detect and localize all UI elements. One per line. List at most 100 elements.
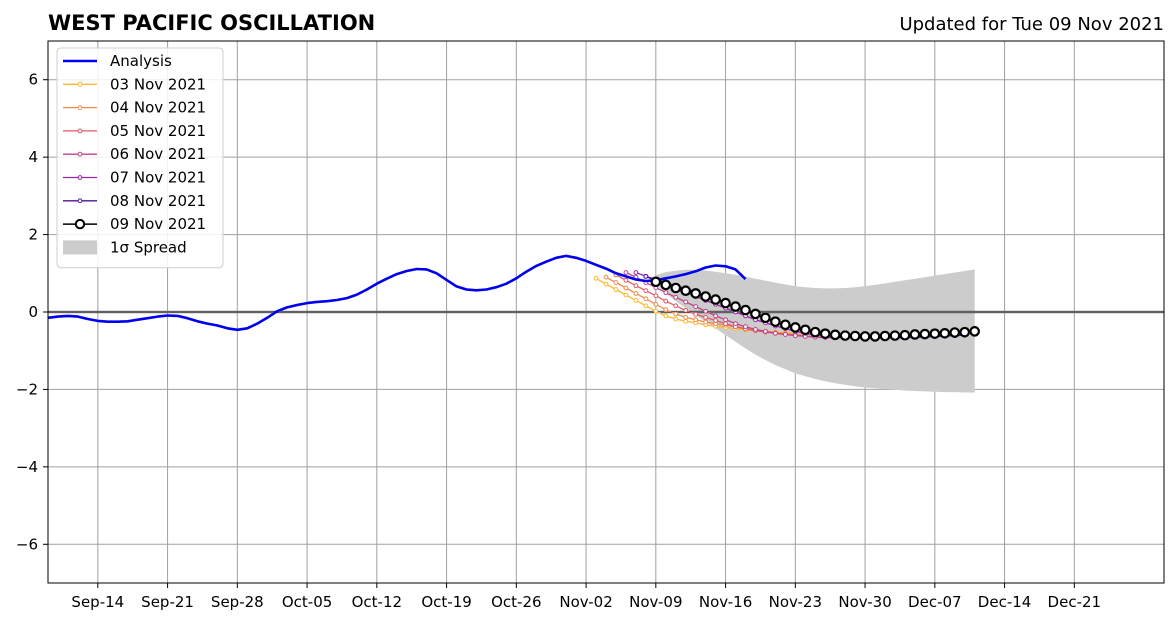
forecast-point xyxy=(723,321,728,327)
x-tick-label: Sep-14 xyxy=(71,593,124,611)
forecast-point xyxy=(613,280,619,285)
y-tick-label: −4 xyxy=(16,458,38,476)
forecast-point xyxy=(623,277,629,283)
forecast-point xyxy=(653,301,659,307)
y-tick-label: 4 xyxy=(28,148,38,166)
legend-label: 07 Nov 2021 xyxy=(110,169,206,187)
x-tick-label: Oct-19 xyxy=(421,593,471,611)
legend-entry: 05 Nov 2021 xyxy=(63,122,206,140)
y-tick-label: 6 xyxy=(28,71,38,89)
axes: Sep-14 Sep-21 Sep-28 Oct-05 Oct-12 Oct-19 Oct-… xyxy=(16,71,1101,611)
legend-entry: 04 Nov 2021 xyxy=(63,99,206,117)
legend-label: 09 Nov 2021 xyxy=(110,215,206,233)
latest-forecast-point xyxy=(899,329,911,341)
forecast-point xyxy=(643,273,649,279)
forecast-point xyxy=(603,274,609,280)
latest-forecast-point xyxy=(750,308,761,320)
legend-label: 05 Nov 2021 xyxy=(110,122,206,140)
forecast-point xyxy=(693,304,699,309)
legend-label: 03 Nov 2021 xyxy=(110,75,206,93)
forecast-point xyxy=(613,287,619,292)
latest-forecast-point xyxy=(660,279,672,291)
forecast-point xyxy=(633,291,639,296)
latest-forecast-point xyxy=(740,304,751,316)
legend-marker xyxy=(74,218,86,230)
forecast-point xyxy=(713,318,719,323)
legend-label: Analysis xyxy=(110,52,172,70)
forecast-point xyxy=(633,297,639,303)
forecast-point xyxy=(633,283,639,289)
chart-title: WEST PACIFIC OSCILLATION xyxy=(48,11,375,35)
legend-entry: 08 Nov 2021 xyxy=(63,192,206,210)
forecast-point xyxy=(683,318,689,324)
latest-forecast-point xyxy=(849,330,861,342)
latest-forecast-point xyxy=(879,330,891,342)
legend-label: 1σ Spread xyxy=(110,238,187,256)
forecast-point xyxy=(703,319,709,325)
latest-forecast-point xyxy=(869,331,881,342)
latest-forecast-point xyxy=(700,291,711,302)
forecast-point xyxy=(733,321,738,327)
latest-forecast-point xyxy=(919,328,931,340)
x-tick-label: Oct-05 xyxy=(282,593,332,611)
forecast-point xyxy=(693,311,699,317)
forecast-point xyxy=(792,333,798,339)
forecast-point xyxy=(633,270,639,275)
latest-forecast-point xyxy=(819,328,831,339)
latest-forecast-point xyxy=(730,301,741,312)
y-tick-label: 2 xyxy=(28,226,38,244)
x-tick-label: Dec-21 xyxy=(1048,593,1102,611)
forecast-point xyxy=(663,290,669,296)
latest-forecast-point xyxy=(809,326,821,338)
legend-box xyxy=(56,47,224,269)
legend-swatch xyxy=(63,240,97,255)
latest-forecast-point xyxy=(720,297,731,309)
x-tick-label: Nov-30 xyxy=(838,593,891,611)
legend-marker xyxy=(77,198,83,204)
forecast-point xyxy=(623,285,629,291)
legend-label: 08 Nov 2021 xyxy=(110,192,206,210)
forecast-point xyxy=(653,308,659,314)
x-tick-label: Dec-07 xyxy=(908,593,962,611)
latest-forecast-point xyxy=(929,328,941,339)
legend-marker xyxy=(77,81,83,87)
forecast-point xyxy=(683,308,689,313)
x-tick-label: Nov-23 xyxy=(769,593,822,611)
x-tick-label: Nov-16 xyxy=(699,593,752,611)
latest-forecast-point xyxy=(690,288,701,299)
latest-forecast-point xyxy=(949,327,961,338)
forecast-point xyxy=(663,313,669,319)
latest-forecast-point xyxy=(670,282,682,294)
forecast-point xyxy=(663,298,669,304)
forecast-point xyxy=(593,275,599,281)
forecast-point xyxy=(653,293,659,299)
forecast-point xyxy=(673,303,679,309)
forecast-point xyxy=(683,299,689,305)
x-tick-label: Nov-09 xyxy=(629,593,682,611)
y-tick-label: 0 xyxy=(28,303,38,321)
forecast-point xyxy=(693,317,699,323)
x-tick-label: Sep-28 xyxy=(211,593,264,611)
legend-marker xyxy=(77,128,83,134)
forecast-point xyxy=(723,317,728,323)
forecast-point xyxy=(673,294,679,300)
forecast-point xyxy=(703,315,709,320)
latest-forecast-point xyxy=(909,329,921,340)
y-tick-label: −6 xyxy=(16,535,38,553)
legend-entry: 03 Nov 2021 xyxy=(63,75,206,93)
forecast-point xyxy=(683,315,689,320)
forecast-point xyxy=(703,308,709,314)
forecast-point xyxy=(623,292,629,298)
x-tick-label: Sep-21 xyxy=(141,593,194,611)
latest-forecast-point xyxy=(780,319,791,331)
forecast-point xyxy=(603,281,609,287)
latest-forecast-point xyxy=(859,331,871,342)
x-tick-label: Nov-02 xyxy=(559,593,612,611)
latest-forecast-point xyxy=(839,330,851,341)
latest-forecast-point xyxy=(650,276,662,288)
forecast-point xyxy=(663,307,669,313)
latest-forecast-point xyxy=(790,322,801,333)
x-tick-label: Dec-14 xyxy=(978,593,1032,611)
latest-forecast-point xyxy=(760,312,771,324)
forecast-point xyxy=(643,296,649,302)
